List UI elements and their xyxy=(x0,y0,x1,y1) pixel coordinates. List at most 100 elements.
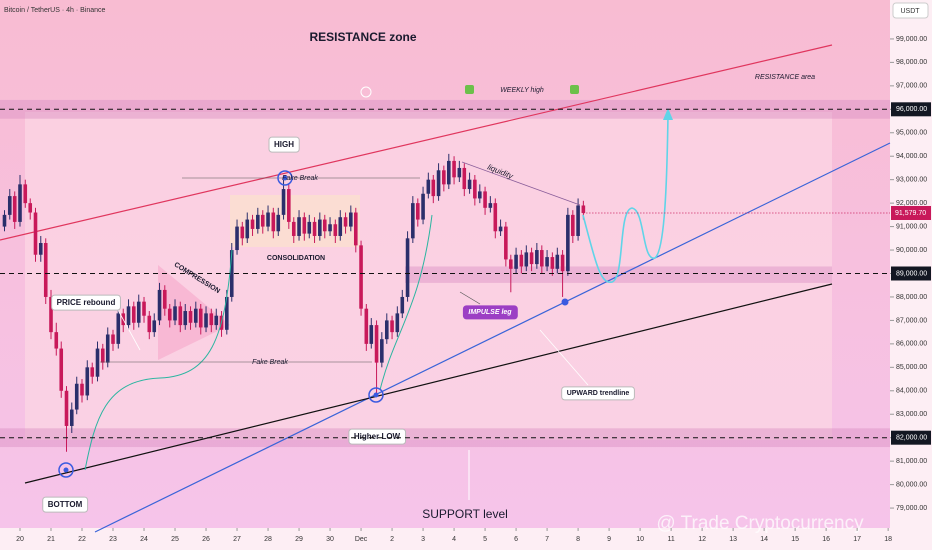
pivot-bottom xyxy=(58,462,74,478)
candle-body xyxy=(384,320,389,340)
candle-body xyxy=(178,306,183,326)
candle-body xyxy=(524,252,529,267)
x-tick-label: 20 xyxy=(16,536,24,543)
candle-body xyxy=(18,184,22,222)
candle-body xyxy=(183,311,188,326)
annotation: CONSOLIDATION xyxy=(267,255,325,262)
candle-body xyxy=(545,257,549,267)
candle-body xyxy=(405,238,410,297)
annotations: RESISTANCE zone RESISTANCE area WEEKLY hig… xyxy=(42,30,864,534)
candle-body xyxy=(260,214,265,227)
x-tick-label: 29 xyxy=(295,536,303,543)
candle-body xyxy=(514,254,518,269)
x-tick-label: 4 xyxy=(452,536,456,543)
y-tick-label: 80,000.00 xyxy=(896,481,927,488)
candle-body xyxy=(488,203,493,208)
y-tick-label: 82,000.00 xyxy=(896,435,927,442)
candle-body xyxy=(415,203,420,220)
candle-body xyxy=(245,219,250,239)
check-icon xyxy=(465,85,474,94)
annotation: RESISTANCE area xyxy=(755,74,815,81)
candle-body xyxy=(204,313,208,328)
y-tick-label: 96,000.00 xyxy=(896,106,927,113)
x-tick-label: 2 xyxy=(390,536,394,543)
candle-body xyxy=(364,308,369,344)
annotation-box xyxy=(561,386,635,401)
candle-body xyxy=(100,348,105,363)
annotation: WEEKLY high xyxy=(500,87,544,94)
candle-body xyxy=(369,325,374,344)
candle-body xyxy=(136,301,141,323)
x-tick-label: 7 xyxy=(545,536,549,543)
candle-body xyxy=(85,367,90,396)
dot xyxy=(373,392,379,398)
candle-body xyxy=(519,254,524,267)
x-tick-label: 25 xyxy=(171,536,179,543)
y-tick-label: 97,000.00 xyxy=(896,83,927,90)
x-tick-label: 16 xyxy=(822,536,830,543)
candle-body xyxy=(483,191,487,208)
candle-body xyxy=(509,259,513,269)
candle-body xyxy=(90,367,95,377)
candle-body xyxy=(105,334,110,363)
candle-body xyxy=(43,243,48,297)
x-tick-label: 22 xyxy=(78,536,86,543)
x-tick-label: 12 xyxy=(698,536,706,543)
candles xyxy=(2,153,586,452)
candle-body xyxy=(560,254,565,272)
dot xyxy=(282,175,288,181)
x-tick-label: 21 xyxy=(47,536,55,543)
candle-body xyxy=(38,243,43,255)
candle-body xyxy=(442,170,446,185)
pivot-dots xyxy=(63,175,569,473)
candle-body xyxy=(426,179,431,194)
candle-body xyxy=(431,179,436,197)
level-label-bg xyxy=(891,430,931,445)
candle-body xyxy=(80,383,84,396)
candle-body xyxy=(229,250,234,297)
y-tick-label: 79,000.00 xyxy=(896,505,927,512)
candle-body xyxy=(2,214,7,227)
y-tick-label: 81,000.00 xyxy=(896,458,927,465)
candle-body xyxy=(188,311,193,323)
candle-body xyxy=(209,313,214,326)
candle-body xyxy=(529,252,534,265)
y-tick-label: 84,000.00 xyxy=(896,388,927,395)
y-tick-label: 98,000.00 xyxy=(896,59,927,66)
last-price-bg xyxy=(891,205,931,220)
candle-body xyxy=(498,226,503,232)
candle-body xyxy=(64,390,69,426)
projection-arrowhead xyxy=(663,108,673,120)
x-tick-label: 14 xyxy=(760,536,768,543)
projection-path xyxy=(582,114,669,283)
last-price-label: 91,579.70 xyxy=(895,210,926,217)
candle-body xyxy=(74,383,79,410)
rebound-pointer xyxy=(117,309,141,351)
candle-body xyxy=(297,217,301,236)
annotation-box xyxy=(51,294,121,311)
candle-body xyxy=(287,189,291,222)
currency-box xyxy=(892,2,929,19)
annotation-box xyxy=(268,136,300,153)
candle-body xyxy=(240,226,245,239)
trendline-pointer xyxy=(539,329,589,386)
y-tick-label: 92,000.00 xyxy=(896,200,927,207)
candle-body xyxy=(152,320,157,333)
candle-body xyxy=(28,203,33,213)
annotation: Higher LOW xyxy=(354,432,401,441)
candle-body xyxy=(478,191,482,199)
pivot-high xyxy=(277,170,293,186)
candle-body xyxy=(333,224,338,236)
candle-body xyxy=(250,219,255,229)
impulse-arrow xyxy=(379,214,433,391)
candle-body xyxy=(23,184,28,204)
upward-trendline xyxy=(94,142,891,533)
annotation: Fake Break xyxy=(282,175,318,182)
x-tick-label: Dec xyxy=(355,536,368,543)
x-tick-label: 15 xyxy=(791,536,799,543)
candle-body xyxy=(235,226,239,251)
candle-body xyxy=(400,296,405,314)
candle-body xyxy=(198,308,203,328)
annotation: HIGH xyxy=(274,140,294,149)
candle-body xyxy=(131,306,136,323)
